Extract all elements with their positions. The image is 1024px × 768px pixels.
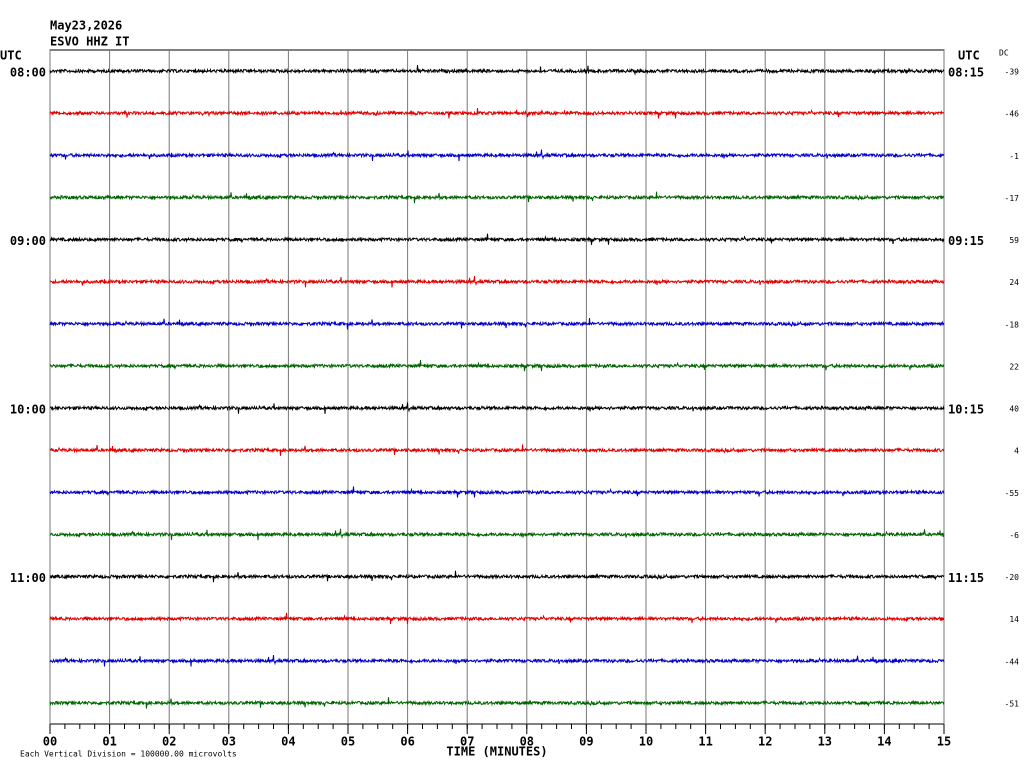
x-tick-label: 06 (400, 735, 414, 749)
dc-offset: -46 (1005, 110, 1020, 119)
date: May23,2026 (50, 19, 122, 33)
x-tick-label: 03 (222, 735, 236, 749)
right-time-label: 09:15 (948, 234, 984, 248)
dc-offset: -6 (1009, 531, 1019, 540)
dc-offset: 14 (1009, 615, 1019, 624)
trace (49, 275, 945, 288)
x-tick-label: 01 (102, 735, 116, 749)
left-time-label: 09:00 (10, 234, 46, 248)
trace (49, 655, 945, 667)
left-time-label: 11:00 (10, 571, 46, 585)
right-time-label: 11:15 (948, 571, 984, 585)
dc-offset: -55 (1005, 489, 1020, 498)
footer: Each Vertical Division = 100000.00 micro… (20, 750, 237, 759)
trace (49, 65, 945, 76)
dc-offset: -1 (1009, 152, 1019, 161)
dc-offset: 40 (1009, 405, 1019, 414)
dc-offset: -44 (1005, 657, 1020, 666)
dc-offset: 4 (1014, 447, 1019, 456)
x-tick-label: 04 (281, 735, 295, 749)
x-tick-label: 02 (162, 735, 176, 749)
dc-offset: -20 (1005, 573, 1020, 582)
left-time-label: 08:00 (10, 66, 46, 80)
trace (49, 570, 945, 583)
right-zone: UTC (958, 49, 980, 63)
trace (50, 402, 945, 414)
dc-offset: -18 (1005, 320, 1020, 329)
trace (49, 612, 944, 624)
x-tick-label: 14 (877, 735, 891, 749)
x-tick-label: 10 (639, 735, 653, 749)
trace (49, 317, 945, 330)
dc-heading: DC (999, 49, 1009, 58)
x-tick-label: 11 (698, 735, 712, 749)
dc-offset: 24 (1009, 278, 1019, 287)
trace (49, 360, 945, 372)
x-tick-label: 07 (460, 735, 474, 749)
dc-offset: -51 (1005, 699, 1020, 708)
x-tick-label: 05 (341, 735, 355, 749)
trace (49, 191, 945, 204)
trace (49, 486, 945, 498)
dc-offset: 22 (1009, 362, 1019, 371)
x-tick-label: 08 (520, 735, 534, 749)
station: ESVO HHZ IT (50, 35, 129, 49)
trace (49, 107, 945, 119)
right-time-label: 10:15 (948, 403, 984, 417)
x-tick-label: 09 (579, 735, 593, 749)
x-tick-label: 12 (758, 735, 772, 749)
x-tick-label: 15 (937, 735, 951, 749)
x-tick-label: 13 (818, 735, 832, 749)
x-tick-label: 00 (43, 735, 57, 749)
trace (49, 149, 945, 162)
x-axis-label: TIME (MINUTES) (446, 745, 547, 759)
trace (49, 444, 945, 456)
trace (49, 528, 945, 541)
left-time-label: 10:00 (10, 403, 46, 417)
plot-frame (49, 49, 945, 725)
right-time-label: 08:15 (948, 66, 984, 80)
dc-offset: -17 (1005, 194, 1020, 203)
trace (49, 233, 945, 245)
dc-offset: -39 (1005, 68, 1020, 77)
trace (49, 697, 945, 709)
left-zone: UTC (0, 49, 22, 63)
dc-offset: 59 (1009, 236, 1019, 245)
